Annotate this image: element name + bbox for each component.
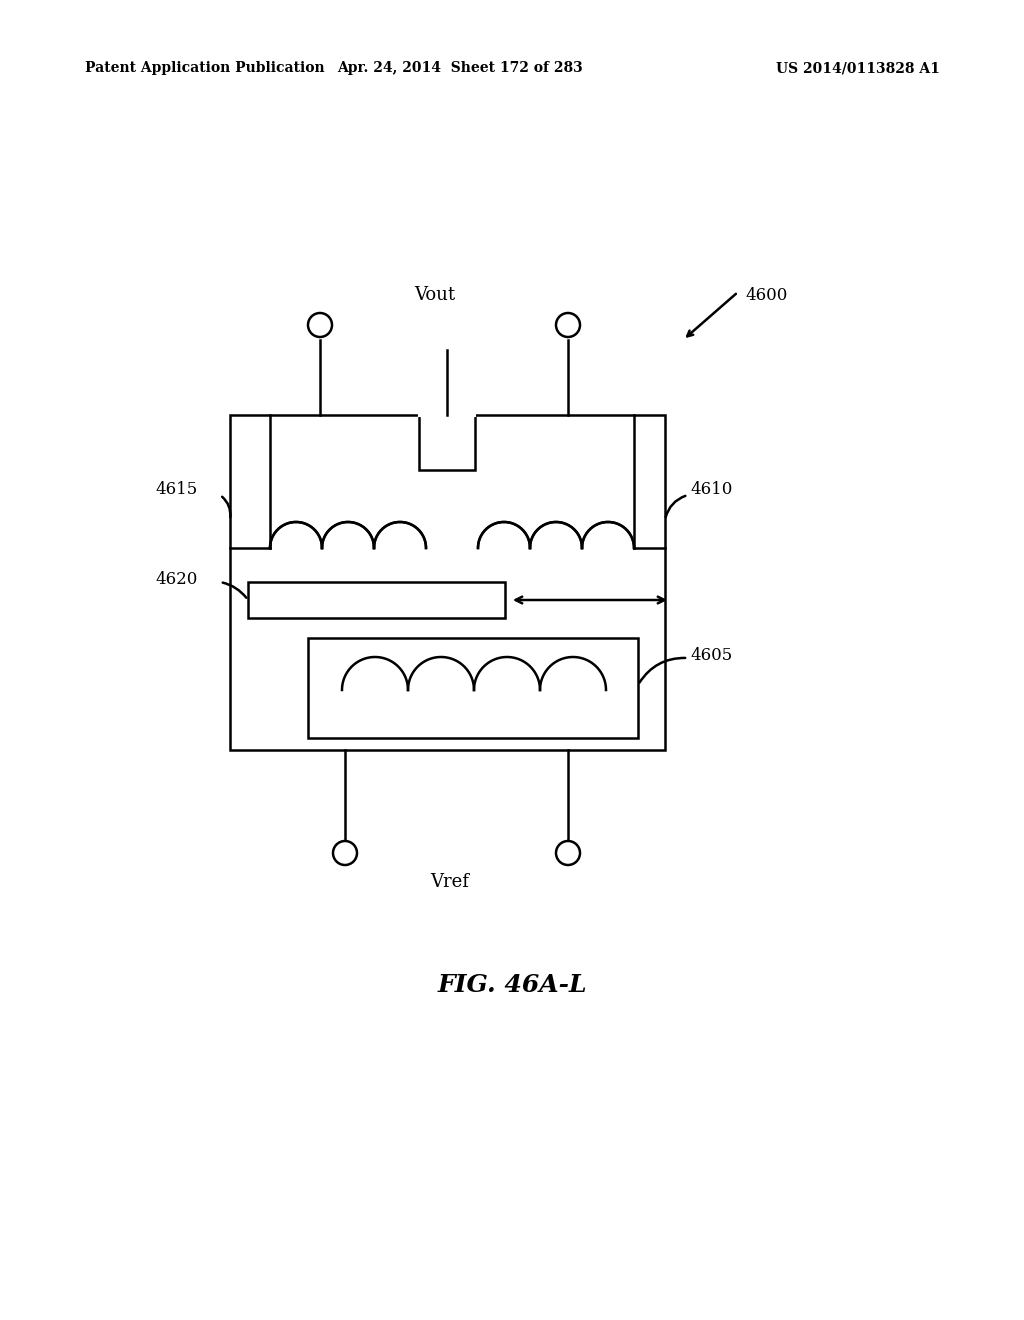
Text: 4610: 4610	[690, 482, 732, 499]
Text: Apr. 24, 2014  Sheet 172 of 283: Apr. 24, 2014 Sheet 172 of 283	[337, 61, 583, 75]
Bar	[230, 414, 665, 750]
Bar	[231, 417, 664, 548]
Text: Patent Application Publication: Patent Application Publication	[85, 61, 325, 75]
Bar	[419, 414, 475, 470]
Text: 4605: 4605	[690, 647, 732, 664]
Text: Vout: Vout	[415, 286, 456, 304]
Text: US 2014/0113828 A1: US 2014/0113828 A1	[776, 61, 940, 75]
Bar	[248, 582, 505, 618]
Text: Vref: Vref	[430, 873, 469, 891]
Text: 4620: 4620	[155, 572, 198, 589]
Text: 4615: 4615	[155, 482, 198, 499]
Text: FIG. 46A-L: FIG. 46A-L	[437, 973, 587, 997]
Bar	[308, 638, 638, 738]
Text: 4600: 4600	[745, 286, 787, 304]
